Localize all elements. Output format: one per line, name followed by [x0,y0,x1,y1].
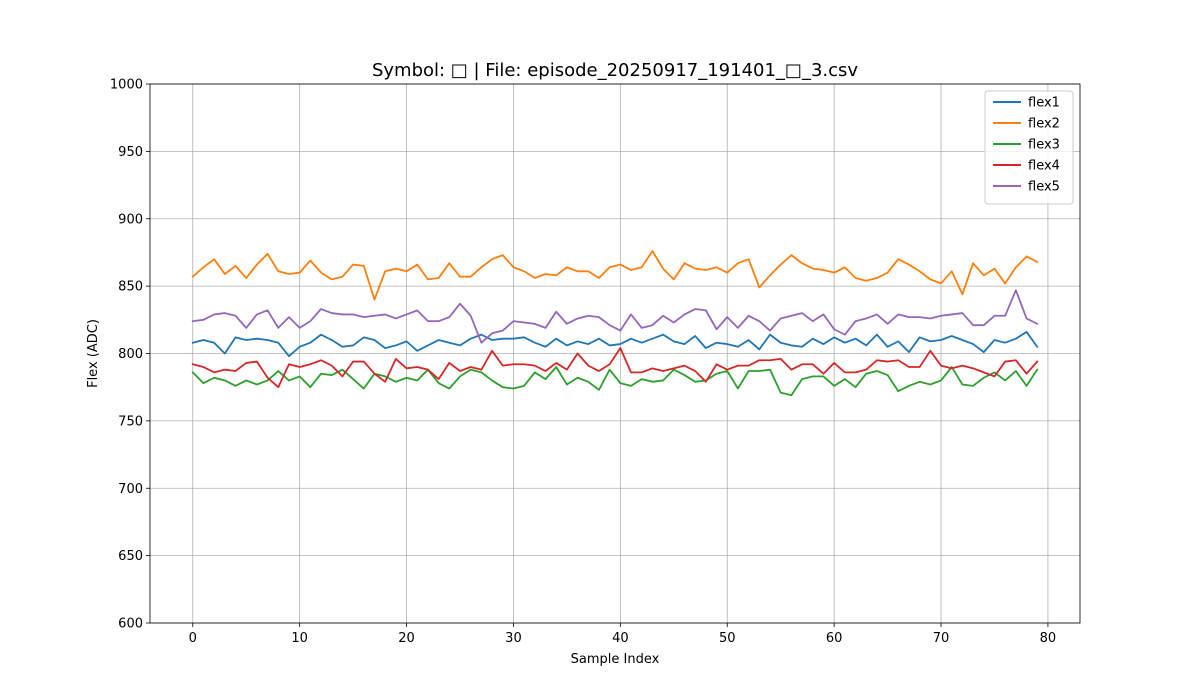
y-tick-label: 900 [118,212,143,227]
y-tick-label: 750 [118,414,143,429]
y-tick-label: 950 [118,145,143,160]
x-tick-label: 40 [612,631,629,646]
x-tick-label: 0 [189,631,197,646]
series-line-flex3 [191,366,1039,397]
x-tick-label: 10 [291,631,308,646]
series-line-flex1 [191,331,1039,358]
legend-label-flex5: flex5 [1028,180,1060,195]
legend-box [984,90,1074,205]
x-axis-label: Sample Index [571,652,660,667]
legend-label-flex1: flex1 [1028,96,1060,111]
x-tick-label: 20 [398,631,415,646]
x-tick-label: 80 [1040,631,1057,646]
x-tick-label: 50 [719,631,736,646]
y-tick-label: 650 [118,549,143,564]
y-tick-label: 800 [118,347,143,362]
y-tick-label: 850 [118,280,143,295]
x-tick-label: 70 [933,631,950,646]
tick-layer: 0 10 20 30 40 50 60 70 80 600 650 700 750 800 850 900 95… [110,78,1056,647]
legend-label-flex4: flex4 [1028,159,1060,174]
legend: flex1 flex2 flex3 flex4 flex5 [984,90,1074,205]
x-tick-label: 60 [826,631,843,646]
y-axis-label: Flex (ADC) [86,319,101,388]
legend-label-flex2: flex2 [1028,117,1060,132]
series-line-flex4 [191,347,1039,389]
y-tick-label: 700 [118,482,143,497]
legend-label-flex3: flex3 [1028,138,1060,153]
chart-title: Symbol: □ | File: episode_20250917_19140… [372,60,858,81]
x-tick-label: 30 [505,631,522,646]
grid-layer [150,83,1080,624]
series-line-flex5 [191,289,1039,344]
series-line-flex2 [191,250,1039,301]
y-tick-label: 600 [118,617,143,632]
y-tick-label: 1000 [110,78,143,93]
series-layer [191,250,1039,397]
